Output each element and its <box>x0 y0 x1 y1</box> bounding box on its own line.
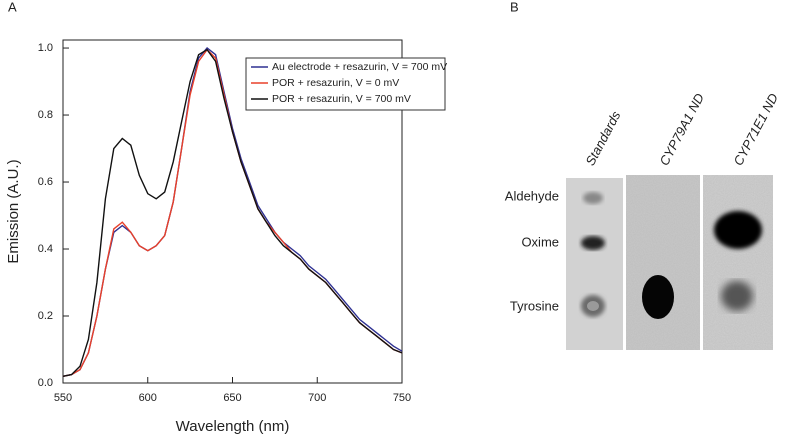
tlc-image <box>566 175 773 350</box>
y-tick-label: 0.2 <box>38 310 53 322</box>
y-tick-label: 0.0 <box>38 377 53 389</box>
panel-label: A <box>8 0 17 14</box>
panel-label: B <box>510 0 519 14</box>
compound-label: Oxime <box>521 234 559 249</box>
spot <box>714 211 762 249</box>
lane-noise <box>626 175 700 350</box>
x-tick-label: 700 <box>308 392 326 404</box>
chart-a: 550 600 650 700 750 0.0 0.2 0.4 0.6 0.8 1.0 Wavelen… <box>5 39 447 435</box>
spot <box>642 275 674 319</box>
x-tick-label: 600 <box>139 392 157 404</box>
y-tick-label: 0.4 <box>38 243 53 255</box>
lane-label: CYP79A1 ND <box>656 91 707 168</box>
y-tick-label: 1.0 <box>38 42 53 54</box>
spot <box>581 236 605 250</box>
legend-label: Au electrode + resazurin, V = 700 mV <box>272 61 447 73</box>
lane <box>566 178 623 350</box>
legend-label: POR + resazurin, V = 700 mV <box>272 93 411 105</box>
compound-label: Aldehyde <box>505 188 559 203</box>
lane-label: CYP71E1 ND <box>730 91 781 168</box>
spot <box>583 192 603 204</box>
series-line <box>62 47 403 377</box>
y-axis-label: Emission (A.U.) <box>5 159 22 263</box>
spot <box>721 281 753 311</box>
legend-box <box>245 57 446 111</box>
legend-label: POR + resazurin, V = 0 mV <box>272 77 399 89</box>
spot <box>587 301 599 311</box>
lane-noise <box>703 175 773 350</box>
x-tick-label: 750 <box>393 392 411 404</box>
y-tick-label: 0.6 <box>38 176 53 188</box>
series-line <box>62 48 403 377</box>
x-tick-label: 550 <box>54 392 72 404</box>
compound-label: Tyrosine <box>510 298 559 313</box>
x-axis-label: Wavelength (nm) <box>176 418 290 435</box>
x-tick-label: 650 <box>223 392 241 404</box>
y-tick-label: 0.8 <box>38 109 53 121</box>
lane-label: Standards <box>582 108 623 168</box>
